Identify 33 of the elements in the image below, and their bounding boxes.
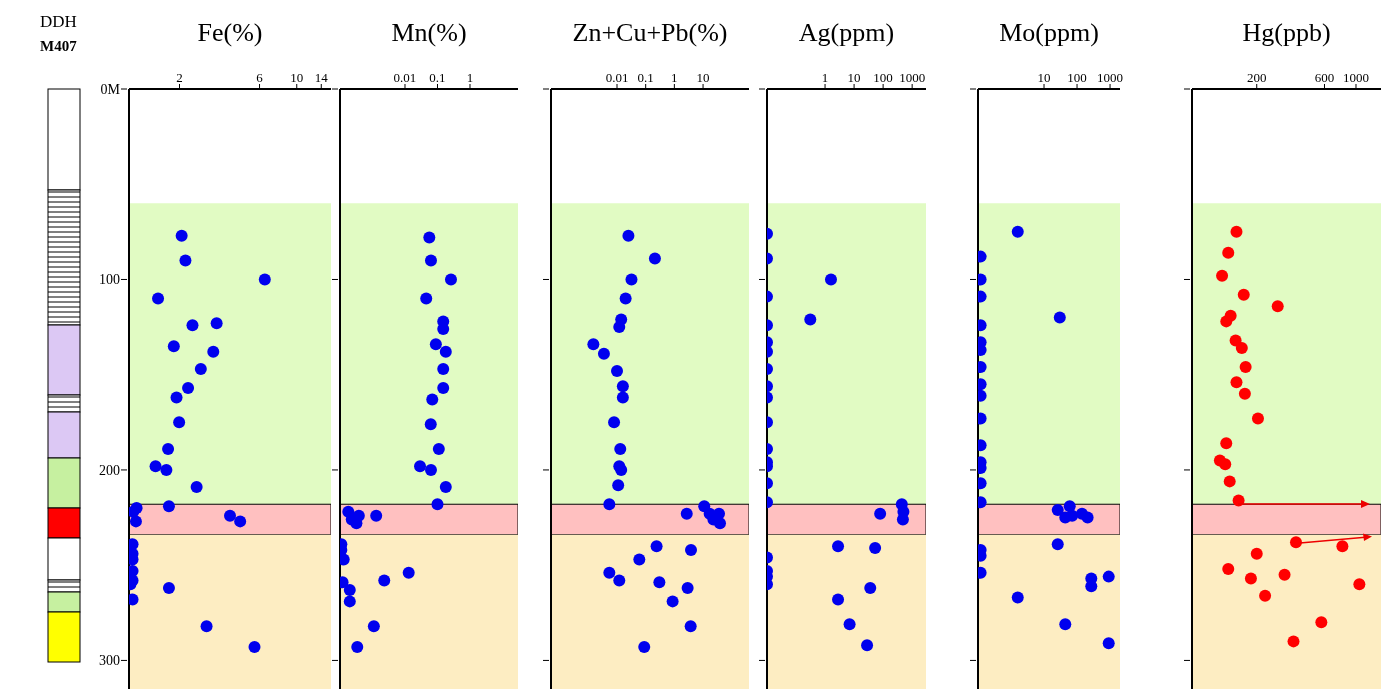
- x-tick-label: 10: [290, 70, 304, 85]
- x-tick-label: 0.1: [637, 70, 654, 85]
- chart-title: Mn(%): [390, 18, 468, 48]
- chart-title: Zn+Cu+Pb(%): [571, 18, 729, 48]
- chart-title: Fe(%): [196, 18, 264, 48]
- y-tick-label: 0M: [100, 82, 121, 97]
- x-tick-label: 0.1: [429, 70, 446, 85]
- x-tick-label: 10: [847, 70, 861, 85]
- chart-title: Mo(ppm): [998, 18, 1100, 48]
- x-tick-label: 2: [176, 70, 183, 85]
- chart-title: Ag(ppm): [797, 18, 896, 48]
- text: DDH: [40, 12, 77, 32]
- x-tick-label: 14: [314, 70, 329, 85]
- x-tick-label: 1000: [899, 70, 926, 85]
- x-tick-label: 1: [466, 70, 474, 85]
- y-tick-label: 300: [99, 653, 120, 669]
- x-tick-label: 200: [1246, 70, 1267, 85]
- x-tick-label: 6: [256, 70, 264, 85]
- x-tick-label: 1: [821, 70, 829, 85]
- x-tick-label: 100: [1067, 70, 1087, 85]
- x-tick-label: 10: [696, 70, 710, 85]
- x-tick-label: 1000: [1097, 70, 1124, 85]
- x-tick-label: 600: [1314, 70, 1335, 85]
- x-tick-label: 100: [873, 70, 893, 85]
- chart-title: Hg(ppb): [1241, 18, 1332, 48]
- text: M407: [40, 38, 77, 55]
- x-tick-label: 0.01: [393, 70, 417, 85]
- y-tick-label: 100: [99, 272, 120, 288]
- x-tick-label: 10: [1037, 70, 1051, 85]
- x-tick-label: 1: [671, 70, 678, 85]
- x-tick-label: 1000: [1343, 70, 1369, 85]
- y-tick-label: 200: [99, 462, 120, 478]
- x-tick-label: 0.01: [605, 70, 629, 85]
